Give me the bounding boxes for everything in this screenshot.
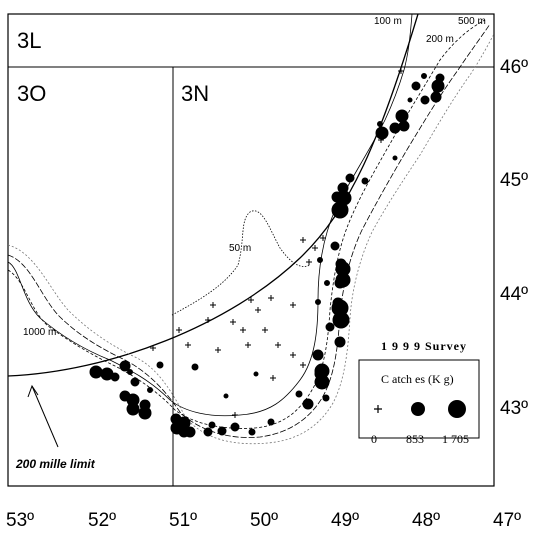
lon-label-52: 52º <box>88 510 116 531</box>
lat-label-46: 46º <box>500 57 528 78</box>
legend-medium-marker <box>411 402 425 416</box>
depth-label-1000m: 1000 m <box>23 327 56 338</box>
contour-1000m <box>7 33 495 445</box>
lat-label-45: 45º <box>500 170 528 191</box>
division-label-3L: 3L <box>17 28 41 53</box>
lon-label-50: 50º <box>250 510 278 531</box>
legend-title: 1 9 9 9 Survey <box>381 339 467 353</box>
lon-label-53: 53º <box>6 510 34 531</box>
large-catch-markers <box>89 79 445 438</box>
contour-100m <box>7 13 413 417</box>
lon-label-49: 49º <box>331 510 359 531</box>
lat-label-43: 43º <box>500 398 528 419</box>
depth-label-50m: 50 m <box>229 243 251 254</box>
limit-arrow <box>27 384 59 448</box>
depth-label-500m: 500 m <box>458 16 486 27</box>
legend-zero-marker <box>374 405 382 413</box>
contour-200m <box>7 19 486 429</box>
lon-label-51: 51º <box>169 510 197 531</box>
depth-contours <box>7 13 495 445</box>
contour-50m <box>171 210 311 316</box>
division-label-3O: 3O <box>17 81 46 106</box>
division-label-3N: 3N <box>181 81 209 106</box>
depth-label-100m: 100 m <box>374 16 402 27</box>
legend-value-medium: 853 <box>406 432 424 446</box>
catch-markers <box>89 68 445 438</box>
lon-label-48: 48º <box>412 510 440 531</box>
legend-value-large: 1 705 <box>442 432 469 446</box>
limit-200-mile-line <box>7 13 419 377</box>
depth-label-200m: 200 m <box>426 34 454 45</box>
legend-large-marker <box>448 400 466 418</box>
legend-subtitle: C atch es (K g) <box>381 372 454 386</box>
limit-label: 200 mille limit <box>15 457 96 471</box>
legend: 1 9 9 9 Survey C atch es (K g) 0 853 1 7… <box>358 339 480 446</box>
map-frame <box>7 13 495 487</box>
lat-label-44: 44º <box>500 284 528 305</box>
legend-value-zero: 0 <box>371 432 377 446</box>
legend-box <box>358 359 480 439</box>
contour-500m <box>7 23 491 438</box>
lon-label-47: 47º <box>493 510 521 531</box>
small-catch-markers <box>127 73 439 436</box>
